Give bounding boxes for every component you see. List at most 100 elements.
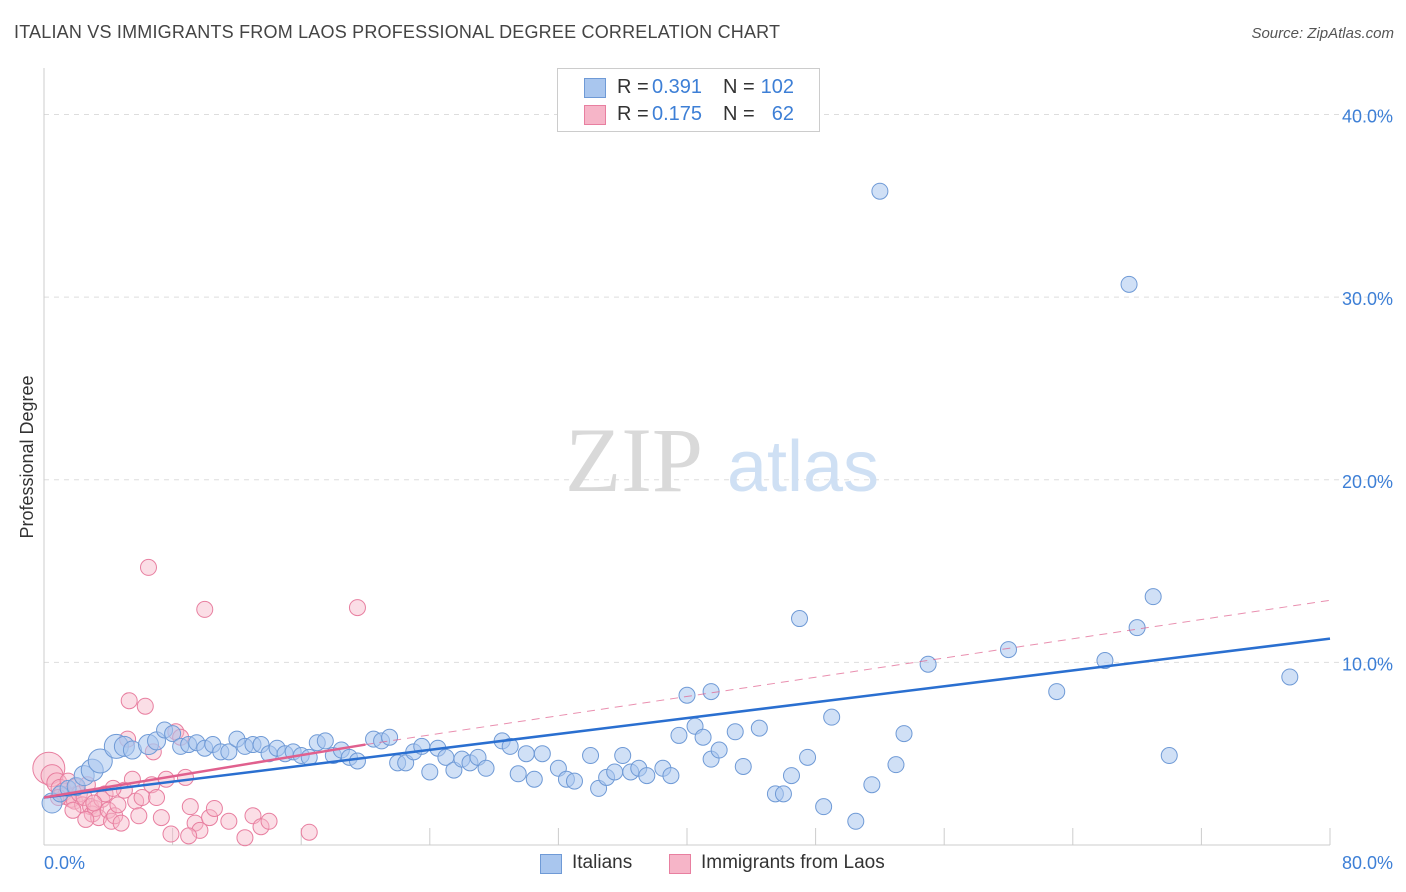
- italian-point: [750, 719, 768, 737]
- italians-legend-label: Italians: [572, 852, 633, 873]
- laos-point: [220, 812, 238, 830]
- laos-point: [106, 807, 124, 825]
- italian-point: [774, 785, 792, 803]
- laos-point: [180, 827, 198, 845]
- italian-point: [533, 745, 551, 763]
- y-tick-label: 10.0%: [1342, 654, 1393, 674]
- chart-title: ITALIAN VS IMMIGRANTS FROM LAOS PROFESSI…: [14, 22, 781, 42]
- laos-point: [133, 789, 151, 807]
- chart-source: Source: ZipAtlas.com: [1251, 25, 1394, 42]
- italian-point: [501, 737, 519, 755]
- italian-point: [87, 748, 113, 774]
- grid-lines: [44, 114, 1392, 663]
- italian-point: [1281, 668, 1299, 686]
- italian-point: [782, 767, 800, 785]
- italian-point: [871, 182, 889, 200]
- italian-point: [1000, 641, 1017, 659]
- italian-point: [565, 772, 583, 790]
- italian-point: [614, 747, 632, 765]
- tick-labels: 10.0% 20.0% 30.0% 40.0% 0.0% 80.0%: [44, 107, 1393, 873]
- legend-r-label: R =: [617, 103, 649, 125]
- laos-legend-label: Immigrants from Laos: [701, 852, 885, 873]
- laos-point: [201, 809, 219, 827]
- laos-point: [176, 768, 194, 786]
- italian-point: [919, 655, 937, 673]
- italian-point: [662, 767, 680, 785]
- watermark: ZIP atlas: [565, 409, 879, 511]
- legend-n-label: N =: [723, 76, 755, 98]
- x-tick-label-max: 80.0%: [1342, 853, 1393, 873]
- italians-n-value: 102: [760, 76, 794, 98]
- italian-point: [799, 748, 817, 766]
- italian-point: [606, 763, 624, 781]
- laos-point: [112, 814, 130, 832]
- italian-point: [582, 747, 600, 765]
- laos-r-value: 0.175: [652, 103, 703, 125]
- laos-trend-line: [43, 743, 366, 799]
- legend-r-label: R =: [617, 76, 649, 98]
- x-tick-label-min: 0.0%: [44, 853, 85, 873]
- y-tick-label: 30.0%: [1342, 289, 1393, 309]
- stats-legend: R = 0.391 N = 102 R = 0.175 N = 62: [557, 68, 820, 132]
- y-tick-label: 40.0%: [1342, 107, 1393, 127]
- laos-point: [148, 789, 166, 807]
- italian-point: [421, 763, 439, 781]
- italians-r-value: 0.391: [652, 76, 703, 98]
- italian-point: [517, 745, 535, 763]
- italian-point: [734, 757, 752, 775]
- italian-point: [791, 610, 809, 628]
- italian-point: [381, 728, 399, 746]
- laos-point: [109, 796, 127, 814]
- italian-point: [1096, 652, 1114, 670]
- y-axis-title: Professional Degree: [17, 375, 37, 538]
- italian-point: [1128, 619, 1146, 637]
- watermark-zip: ZIP: [565, 409, 703, 511]
- italian-point: [694, 728, 712, 746]
- italian-point: [815, 798, 833, 816]
- watermark-atlas: atlas: [727, 427, 879, 507]
- italian-point: [726, 723, 744, 741]
- laos-point: [300, 823, 318, 841]
- laos-n-value: 62: [771, 103, 794, 125]
- laos-point: [196, 600, 214, 618]
- laos-point: [152, 809, 170, 827]
- italian-point: [887, 756, 905, 774]
- laos-trend-extension: [365, 599, 1331, 746]
- italian-point: [509, 765, 527, 783]
- laos-point: [348, 599, 366, 617]
- italians-legend-swatch: [540, 854, 562, 874]
- legend-n-label: N =: [723, 103, 755, 125]
- laos-point: [162, 825, 180, 843]
- laos-point: [205, 799, 223, 817]
- laos-swatch: [584, 105, 606, 125]
- laos-point: [136, 697, 154, 715]
- laos-point: [236, 829, 254, 847]
- italian-point: [847, 812, 865, 830]
- italian-point: [1144, 588, 1162, 606]
- laos-point: [64, 801, 82, 819]
- laos-point: [77, 810, 95, 828]
- italian-point: [348, 752, 366, 770]
- laos-point: [120, 692, 138, 710]
- italian-point: [863, 776, 881, 794]
- laos-legend-swatch: [669, 854, 691, 874]
- italian-point: [710, 741, 728, 759]
- italian-point: [525, 770, 543, 788]
- laos-point: [181, 798, 199, 816]
- italian-point: [316, 732, 334, 750]
- italian-point: [895, 725, 913, 743]
- italian-point: [1160, 747, 1178, 765]
- laos-point: [260, 812, 278, 830]
- italian-point: [823, 708, 841, 726]
- italian-point: [164, 725, 182, 743]
- italian-point: [1048, 683, 1066, 701]
- italian-point: [477, 759, 495, 777]
- trend-lines: [43, 599, 1331, 799]
- laos-point: [191, 821, 209, 839]
- italians-trend-line: [43, 637, 1331, 799]
- italian-point: [638, 767, 656, 785]
- italians-swatch: [584, 78, 606, 98]
- laos-point: [85, 794, 103, 812]
- italian-point: [220, 743, 238, 761]
